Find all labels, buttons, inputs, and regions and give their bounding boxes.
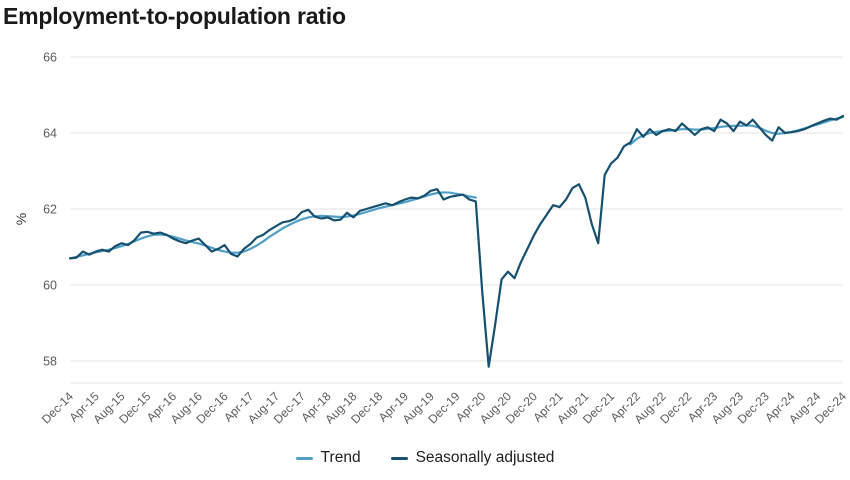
y-axis-title: % bbox=[13, 213, 29, 225]
trend-line-swatch bbox=[295, 456, 313, 460]
seasonally-adjusted-line-swatch bbox=[390, 456, 408, 460]
y-tick-label: 62 bbox=[43, 203, 57, 217]
page-title: Employment-to-population ratio bbox=[3, 3, 346, 29]
legend-label-seasonally-adjusted: Seasonally adjusted bbox=[415, 449, 555, 466]
y-tick-label: 58 bbox=[43, 355, 57, 369]
trend-line[interactable] bbox=[68, 115, 845, 260]
plot-svg: 5860626466%Dec-14Apr-15Aug-15Dec-15Apr-1… bbox=[13, 51, 849, 427]
seasonally-adjusted-line[interactable] bbox=[68, 114, 845, 368]
y-tick-label: 66 bbox=[43, 51, 57, 65]
legend-label-trend: Trend bbox=[320, 449, 361, 466]
y-tick-label: 60 bbox=[43, 279, 57, 293]
line-chart: 58 60 62 64 66% Dec-14 Apr-15 Aug-15 Dec-15 Apr-1… bbox=[13, 51, 849, 427]
legend-item-trend[interactable]: Trend bbox=[295, 449, 361, 467]
chart-legend: Trend Seasonally adjusted bbox=[0, 449, 850, 467]
legend-item-seasonally-adjusted[interactable]: Seasonally adjusted bbox=[390, 449, 555, 467]
x-tick-label: Dec-14 bbox=[39, 389, 76, 426]
y-tick-label: 64 bbox=[43, 127, 57, 141]
